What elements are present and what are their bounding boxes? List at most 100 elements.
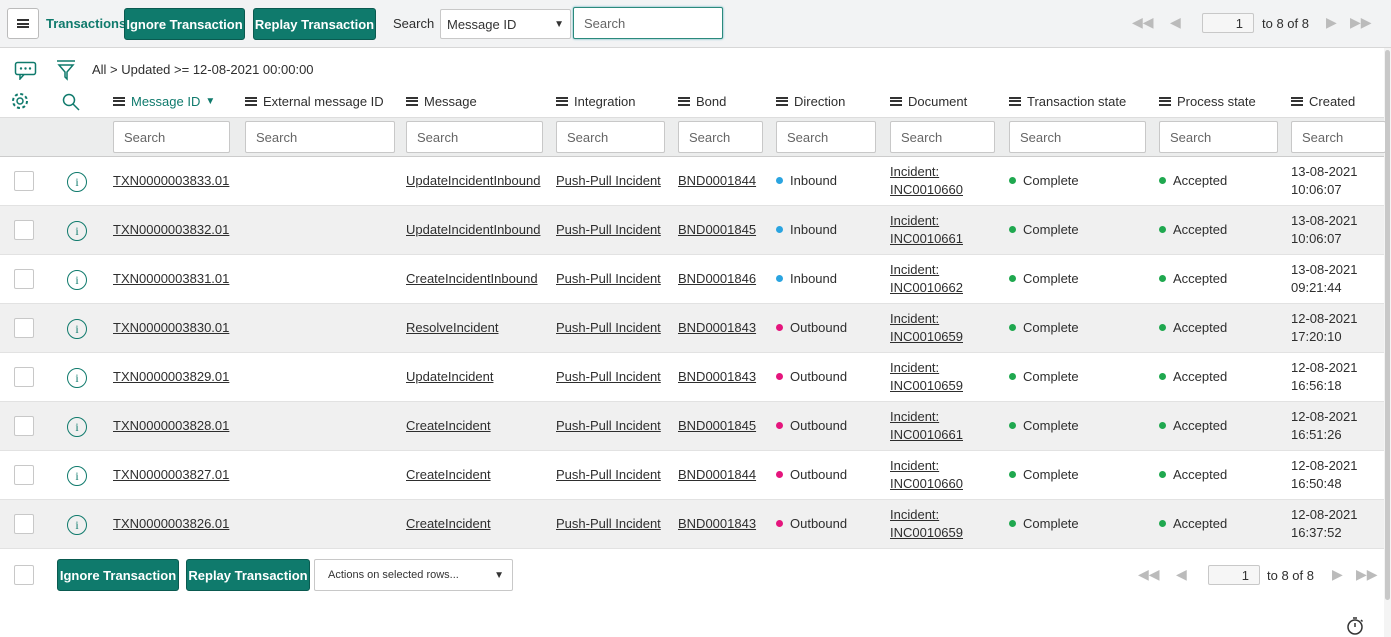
row-checkbox[interactable] bbox=[14, 318, 34, 338]
timer-icon[interactable] bbox=[1345, 616, 1365, 636]
prev-page[interactable]: ◀ bbox=[1176, 566, 1187, 583]
column-menu-icon[interactable] bbox=[245, 97, 257, 106]
next-page[interactable]: ▶ bbox=[1326, 14, 1337, 31]
info-icon[interactable]: i bbox=[67, 319, 87, 339]
row-checkbox[interactable] bbox=[14, 367, 34, 387]
next-page[interactable]: ▶ bbox=[1332, 566, 1343, 583]
column-menu-icon[interactable] bbox=[1291, 97, 1303, 106]
search-field-select[interactable]: Message ID▼ bbox=[440, 9, 571, 39]
message-id[interactable]: TXN0000003826.01 bbox=[113, 516, 229, 531]
document[interactable]: Incident: INC0010659 bbox=[890, 507, 963, 540]
table-row[interactable]: iTXN0000003831.01CreateIncidentInboundPu… bbox=[0, 255, 1384, 304]
breadcrumb[interactable]: All > Updated >= 12-08-2021 00:00:00 bbox=[92, 62, 314, 77]
integration[interactable]: Push-Pull Incident bbox=[556, 222, 661, 237]
document[interactable]: Incident: INC0010660 bbox=[890, 458, 963, 491]
document[interactable]: Incident: INC0010661 bbox=[890, 213, 963, 246]
page-input[interactable]: 1 bbox=[1208, 565, 1260, 585]
column-search[interactable]: Search bbox=[556, 121, 665, 153]
document[interactable]: Incident: INC0010661 bbox=[890, 409, 963, 442]
bond[interactable]: BND0001843 bbox=[678, 516, 756, 531]
column-search[interactable]: Search bbox=[776, 121, 876, 153]
message-id[interactable]: TXN0000003830.01 bbox=[113, 320, 229, 335]
bond[interactable]: BND0001844 bbox=[678, 467, 756, 482]
column-header[interactable]: External message ID bbox=[245, 92, 384, 110]
message-id[interactable]: TXN0000003828.01 bbox=[113, 418, 229, 433]
message-id[interactable]: TXN0000003829.01 bbox=[113, 369, 229, 384]
first-page[interactable]: ◀◀ bbox=[1138, 566, 1160, 583]
integration[interactable]: Push-Pull Incident bbox=[556, 516, 661, 531]
search-input[interactable]: Search bbox=[573, 7, 723, 39]
message[interactable]: CreateIncidentInbound bbox=[406, 271, 538, 286]
column-header[interactable]: Created bbox=[1291, 92, 1355, 110]
column-search[interactable]: Search bbox=[245, 121, 395, 153]
column-menu-icon[interactable] bbox=[113, 97, 125, 106]
replay-button[interactable]: Replay Transaction bbox=[253, 8, 376, 40]
column-search[interactable]: Search bbox=[113, 121, 230, 153]
column-menu-icon[interactable] bbox=[678, 97, 690, 106]
comment-icon[interactable] bbox=[14, 60, 38, 80]
bond[interactable]: BND0001844 bbox=[678, 173, 756, 188]
message[interactable]: UpdateIncident bbox=[406, 369, 493, 384]
integration[interactable]: Push-Pull Incident bbox=[556, 369, 661, 384]
column-header[interactable]: Document bbox=[890, 92, 967, 110]
prev-page[interactable]: ◀ bbox=[1170, 14, 1181, 31]
table-row[interactable]: i TXN0000003833.01 UpdateIncidentInbound Pu… bbox=[0, 157, 1384, 206]
message-id[interactable]: TXN0000003827.01 bbox=[113, 467, 229, 482]
bond[interactable]: BND0001846 bbox=[678, 271, 756, 286]
message-id[interactable]: TXN0000003833.01 bbox=[113, 173, 229, 188]
message-id[interactable]: TXN0000003832.01 bbox=[113, 222, 229, 237]
info-icon[interactable]: i bbox=[67, 172, 87, 192]
column-header[interactable]: Integration bbox=[556, 92, 635, 110]
menu-button[interactable] bbox=[7, 8, 39, 39]
message[interactable]: UpdateIncidentInbound bbox=[406, 173, 540, 188]
table-row[interactable]: iTXN0000003828.01CreateIncidentPush-Pull… bbox=[0, 402, 1384, 451]
integration[interactable]: Push-Pull Incident bbox=[556, 173, 661, 188]
row-checkbox[interactable] bbox=[14, 465, 34, 485]
column-menu-icon[interactable] bbox=[1009, 97, 1021, 106]
filter-icon[interactable] bbox=[56, 59, 76, 81]
message[interactable]: ResolveIncident bbox=[406, 320, 499, 335]
info-icon[interactable]: i bbox=[67, 221, 87, 241]
ignore-button[interactable]: Ignore Transaction bbox=[57, 559, 179, 591]
integration[interactable]: Push-Pull Incident bbox=[556, 320, 661, 335]
bond[interactable]: BND0001845 bbox=[678, 418, 756, 433]
row-checkbox[interactable] bbox=[14, 269, 34, 289]
select-all-checkbox[interactable] bbox=[14, 565, 34, 585]
column-menu-icon[interactable] bbox=[556, 97, 568, 106]
document[interactable]: Incident: INC0010660 bbox=[890, 164, 963, 197]
column-search[interactable]: Search bbox=[1291, 121, 1386, 153]
column-header[interactable]: Direction bbox=[776, 92, 845, 110]
message[interactable]: UpdateIncidentInbound bbox=[406, 222, 540, 237]
table-row[interactable]: i TXN0000003832.01 UpdateIncidentInbound Pu… bbox=[0, 206, 1384, 255]
table-row[interactable]: iTXN0000003829.01UpdateIncidentPush-Pull… bbox=[0, 353, 1384, 402]
message[interactable]: CreateIncident bbox=[406, 516, 491, 531]
document[interactable]: Incident: INC0010662 bbox=[890, 262, 963, 295]
message[interactable]: CreateIncident bbox=[406, 467, 491, 482]
table-row[interactable]: iTXN0000003826.01CreateIncidentPush-Pull… bbox=[0, 500, 1384, 549]
column-header[interactable]: Message ID▼ bbox=[113, 92, 215, 110]
integration[interactable]: Push-Pull Incident bbox=[556, 271, 661, 286]
row-checkbox[interactable] bbox=[14, 416, 34, 436]
column-search[interactable]: Search bbox=[1009, 121, 1146, 153]
ignore-button[interactable]: Ignore Transaction bbox=[124, 8, 245, 40]
settings-icon[interactable] bbox=[10, 91, 30, 111]
column-search[interactable]: Search bbox=[1159, 121, 1278, 153]
document[interactable]: Incident: INC0010659 bbox=[890, 311, 963, 344]
column-header[interactable]: Transaction state bbox=[1009, 92, 1126, 110]
actions-select[interactable]: Actions on selected rows...▼ bbox=[314, 559, 513, 591]
integration[interactable]: Push-Pull Incident bbox=[556, 467, 661, 482]
bond[interactable]: BND0001843 bbox=[678, 320, 756, 335]
page-input[interactable]: 1 bbox=[1202, 13, 1254, 33]
column-menu-icon[interactable] bbox=[406, 97, 418, 106]
column-menu-icon[interactable] bbox=[890, 97, 902, 106]
column-search[interactable]: Search bbox=[406, 121, 543, 153]
bond[interactable]: BND0001845 bbox=[678, 222, 756, 237]
row-checkbox[interactable] bbox=[14, 220, 34, 240]
info-icon[interactable]: i bbox=[67, 270, 87, 290]
table-row[interactable]: i TXN0000003827.01 CreateIncident Push-Pull… bbox=[0, 451, 1384, 500]
info-icon[interactable]: i bbox=[67, 466, 87, 486]
column-menu-icon[interactable] bbox=[776, 97, 788, 106]
integration[interactable]: Push-Pull Incident bbox=[556, 418, 661, 433]
column-menu-icon[interactable] bbox=[1159, 97, 1171, 106]
message[interactable]: CreateIncident bbox=[406, 418, 491, 433]
